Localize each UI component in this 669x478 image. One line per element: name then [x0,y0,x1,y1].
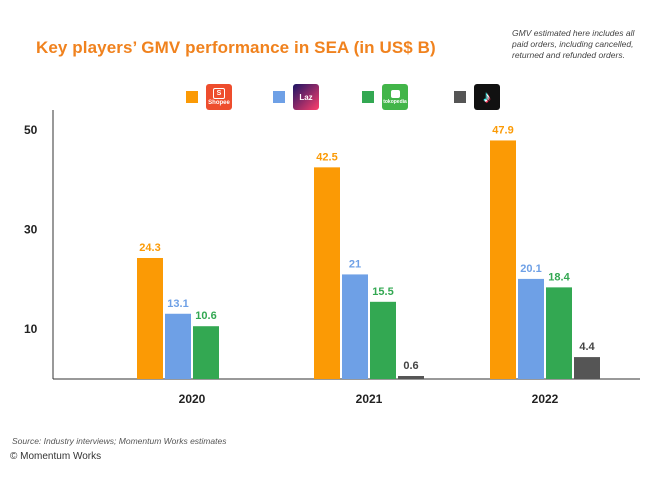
bar-tokopedia-2021 [370,301,396,379]
data-label-lazada-2022: 20.1 [520,263,541,275]
bar-lazada-2020 [165,313,191,379]
gmv-note: GMV estimated here includes all paid ord… [512,28,635,60]
legend-swatch-shopee [186,91,198,103]
y-tick-label: 10 [24,322,38,336]
bar-lazada-2022 [518,278,544,379]
shopee-logo-text: Shopee [208,100,230,106]
bar-shopee-2020 [137,257,163,379]
bar-shopee-2021 [314,167,340,379]
y-tick-label: 30 [24,223,38,237]
x-tick-label: 2022 [532,392,559,406]
source-note: Source: Industry interviews; Momentum Wo… [12,436,227,446]
bar-shopee-2022 [490,140,516,379]
data-label-tokopedia-2022: 18.4 [548,271,570,283]
tokopedia-logo-icon: tokopedia [382,84,408,110]
tokopedia-logo-text: tokopedia [383,98,407,105]
lazada-logo-icon: Laz [293,84,319,110]
bar-tiktok-shop-2021 [398,376,424,379]
data-label-lazada-2020: 13.1 [167,298,188,310]
lazada-logo-text: Laz [299,92,313,102]
bar-tokopedia-2022 [546,287,572,379]
legend-swatch-tiktok [454,91,466,103]
copyright: © Momentum Works [10,451,102,462]
data-label-shopee-2021: 42.5 [316,151,337,163]
data-label-tokopedia-2020: 10.6 [195,310,216,322]
y-tick-label: 50 [24,123,38,137]
data-label-lazada-2021: 21 [349,258,361,270]
legend-swatch-lazada [273,91,285,103]
bar-tokopedia-2020 [193,326,219,379]
data-label-tiktok-shop-2021: 0.6 [403,360,418,372]
x-tick-label: 2020 [179,392,206,406]
data-label-tiktok-shop-2022: 4.4 [579,341,595,353]
shopee-logo-icon: S Shopee [206,84,232,110]
data-label-tokopedia-2021: 15.5 [372,286,393,298]
bar-lazada-2021 [342,274,368,379]
x-tick-label: 2021 [356,392,383,406]
chart-title: Key players’ GMV performance in SEA (in … [36,38,436,57]
bar-tiktok-shop-2022 [574,357,600,379]
tiktok-logo-icon: ♪ [474,84,500,110]
legend-swatch-tokopedia [362,91,374,103]
data-label-shopee-2020: 24.3 [139,242,160,254]
tiktok-logo-text: ♪ [483,88,491,106]
data-label-shopee-2022: 47.9 [492,124,513,136]
